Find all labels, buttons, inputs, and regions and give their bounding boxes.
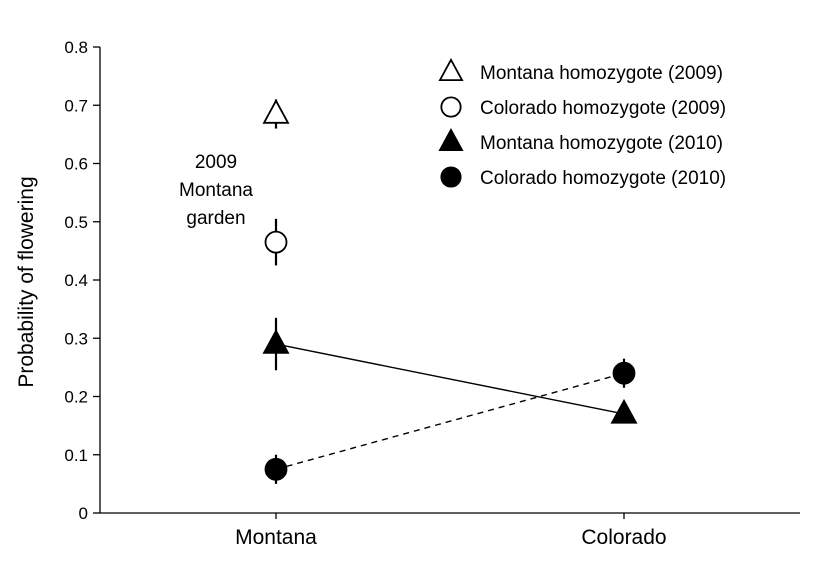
series-lines: [275, 343, 625, 470]
data-markers: [262, 98, 638, 484]
y-tick-label: 0.7: [64, 96, 88, 115]
data-point-triangle: [610, 398, 638, 424]
annotation-line-1: 2009: [195, 152, 237, 173]
y-ticks: 0 0.1 0.2 0.3 0.4 0.5 0.6 0.7 0.8: [64, 38, 100, 523]
legend-label: Colorado homozygote (2010): [480, 168, 726, 189]
legend-marker-triangle: [438, 127, 464, 151]
y-tick-label: 0.1: [64, 446, 88, 465]
y-tick-label: 0.2: [64, 388, 88, 407]
data-point-triangle: [262, 328, 290, 354]
legend-marker-circle: [440, 166, 462, 188]
y-tick-label: 0.4: [64, 271, 88, 290]
x-category-label: Montana: [235, 526, 317, 549]
legend-marker-circle: [440, 96, 462, 118]
legend-label: Montana homozygote (2009): [480, 63, 723, 84]
data-point-circle: [264, 230, 288, 254]
y-tick-label: 0: [79, 504, 88, 523]
x-category-labels: Montana Colorado: [235, 513, 667, 549]
y-axis-title: Probability of flowering: [15, 176, 38, 387]
legend-marker-triangle: [438, 57, 464, 81]
series-line-4: [275, 372, 625, 470]
series-line-3: [275, 343, 625, 415]
data-point-triangle: [262, 98, 290, 124]
y-tick-label: 0.6: [64, 155, 88, 174]
y-tick-label: 0.5: [64, 213, 88, 232]
y-tick-label: 0.8: [64, 38, 88, 57]
legend-label: Colorado homozygote (2009): [480, 98, 726, 119]
legend-label: Montana homozygote (2010): [480, 133, 723, 154]
annotation-line-3: garden: [186, 208, 245, 229]
data-point-circle: [612, 361, 636, 385]
annotation-2009-montana-garden: 2009 Montana garden: [179, 152, 253, 229]
x-category-label: Colorado: [581, 526, 666, 549]
annotation-line-2: Montana: [179, 180, 253, 201]
legend: Montana homozygote (2009) Colorado homozy…: [438, 57, 726, 189]
y-tick-label: 0.3: [64, 329, 88, 348]
data-point-circle: [264, 457, 288, 481]
